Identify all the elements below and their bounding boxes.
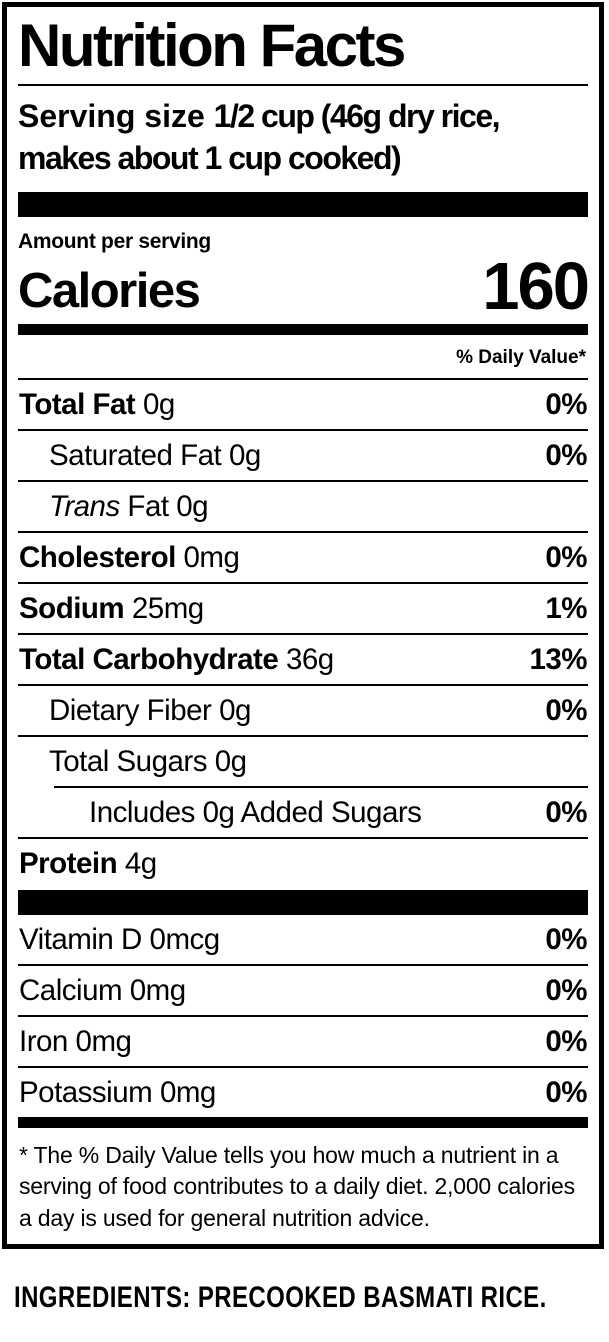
nutrient-name: Total Fat 0g: [19, 388, 175, 422]
vitamin-name: Vitamin D 0mcg: [19, 923, 220, 957]
nutrient-dv: 1%: [545, 592, 587, 626]
serving-size-row: Serving size 1/2 cup (46g dry rice, make…: [18, 96, 588, 179]
nutrient-dv: 0%: [545, 388, 587, 422]
nutrient-name: Sodium 25mg: [19, 592, 204, 626]
nutrient-name: Dietary Fiber 0g: [49, 694, 251, 728]
nutrient-row-total-sugars: Total Sugars 0g: [18, 737, 588, 786]
daily-value-footnote: * The % Daily Value tells you how much a…: [19, 1142, 575, 1231]
nutrient-name: Cholesterol 0mg: [19, 541, 240, 575]
nutrient-dv: 13%: [529, 643, 587, 677]
indented-divider: [54, 786, 588, 789]
nutrient-row-saturated-fat: Saturated Fat 0g 0%: [18, 431, 588, 483]
vitamin-name: Potassium 0mg: [19, 1076, 216, 1110]
vitamin-row-potassium: Potassium 0mg 0%: [18, 1068, 588, 1117]
vitamin-dv: 0%: [545, 1076, 587, 1110]
nutrient-dv: 0%: [545, 541, 587, 575]
nutrition-facts-label: Nutrition Facts Serving size 1/2 cup (46…: [2, 2, 604, 1249]
vitamin-dv: 0%: [545, 923, 587, 957]
daily-value-header: % Daily Value*: [18, 335, 588, 381]
nutrient-row-added-sugars: Includes 0g Added Sugars 0%: [18, 788, 588, 840]
nutrient-name: Saturated Fat 0g: [49, 439, 261, 473]
nutrient-dv: 0%: [545, 439, 587, 473]
serving-size-label: Serving size: [18, 98, 205, 135]
nutrient-dv: 0%: [545, 796, 587, 830]
vitamin-name: Calcium 0mg: [19, 974, 186, 1008]
vitamin-row-vitamin-d: Vitamin D 0mcg 0%: [18, 915, 588, 967]
nutrient-name: Total Carbohydrate 36g: [19, 643, 334, 677]
label-title: Nutrition Facts: [18, 14, 588, 87]
nutrient-row-total-fat: Total Fat 0g 0%: [18, 380, 588, 432]
nutrient-row-protein: Protein 4g: [18, 839, 588, 888]
nutrient-row-sodium: Sodium 25mg 1%: [18, 584, 588, 636]
nutrient-name: Trans Fat 0g: [49, 490, 209, 524]
ingredients-statement: INGREDIENTS: PRECOOKED BASMATI RICE.: [14, 1281, 547, 1314]
vitamin-row-calcium: Calcium 0mg 0%: [18, 966, 588, 1018]
calories-label: Calories: [18, 263, 201, 318]
nutrient-name: Includes 0g Added Sugars: [89, 796, 422, 830]
vitamin-name: Iron 0mg: [19, 1025, 132, 1059]
vitamin-dv: 0%: [545, 974, 587, 1008]
nutrient-row-trans-fat: Trans Fat 0g: [18, 482, 588, 534]
nutrient-row-dietary-fiber: Dietary Fiber 0g 0%: [18, 686, 588, 738]
serving-size-value: 1/2 cup (46g dry rice, makes about 1 cup…: [18, 98, 501, 176]
vitamin-row-iron: Iron 0mg 0%: [18, 1017, 588, 1069]
nutrient-name: Protein 4g: [19, 847, 157, 881]
section-bar-middle: [18, 890, 588, 916]
nutrient-row-cholesterol: Cholesterol 0mg 0%: [18, 533, 588, 585]
nutrient-name: Total Sugars 0g: [49, 745, 247, 779]
section-bar-top: [18, 191, 588, 217]
amount-per-serving-label: Amount per serving: [18, 229, 211, 253]
calories-bar: [18, 324, 588, 336]
calories-row: Calories 160: [18, 248, 590, 324]
nutrient-row-total-carbohydrate: Total Carbohydrate 36g 13%: [18, 635, 588, 687]
nutrient-dv: 0%: [545, 694, 587, 728]
section-bar-bottom: [18, 1117, 588, 1129]
vitamin-dv: 0%: [545, 1025, 587, 1059]
calories-value: 160: [482, 248, 590, 324]
